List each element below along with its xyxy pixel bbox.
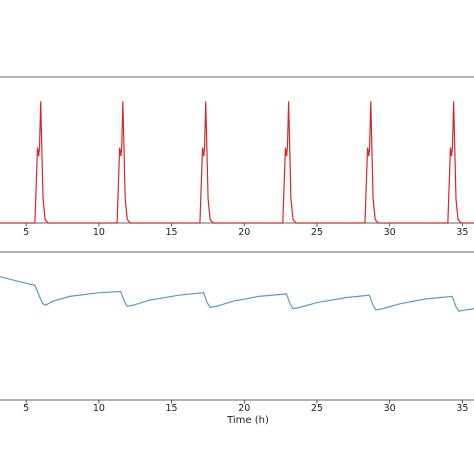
bottom-chart-x-tick-label: 30 bbox=[384, 403, 396, 414]
bottom-chart-x-tick-label: 25 bbox=[311, 403, 323, 414]
bottom-chart-x-tick-label: 10 bbox=[93, 403, 105, 414]
top-chart-x-tick-label: 10 bbox=[93, 227, 105, 238]
top-chart-x-tick-label: 5 bbox=[23, 227, 29, 238]
top-chart-x-tick-label: 25 bbox=[311, 227, 323, 238]
top-chart-x-tick-label: 35 bbox=[456, 227, 468, 238]
top-chart-x-tick-label: 30 bbox=[384, 227, 396, 238]
bottom-chart-x-ticks bbox=[25, 400, 463, 404]
bottom-chart-x-tick-label: 20 bbox=[238, 403, 250, 414]
bottom-chart-panel: 5 10 15 20 25 30 35 Time (h) bbox=[0, 251, 474, 426]
bottom-chart-x-tick-label: 5 bbox=[23, 403, 29, 414]
bottom-chart-x-tick-label: 35 bbox=[456, 403, 468, 414]
top-chart-x-tick-label: 20 bbox=[238, 227, 250, 238]
top-chart-panel: 5 10 15 20 25 30 35 bbox=[0, 76, 474, 238]
bottom-chart-series-line bbox=[0, 276, 474, 312]
top-chart-series-line bbox=[0, 101, 474, 224]
top-chart-x-tick-label: 15 bbox=[166, 227, 178, 238]
bottom-chart-x-axis-label: Time (h) bbox=[226, 415, 269, 426]
top-chart-x-tick-labels: 5 10 15 20 25 30 35 bbox=[23, 227, 468, 238]
bottom-chart-x-tick-labels: 5 10 15 20 25 30 35 bbox=[23, 403, 468, 414]
bottom-chart-x-tick-label: 15 bbox=[166, 403, 178, 414]
